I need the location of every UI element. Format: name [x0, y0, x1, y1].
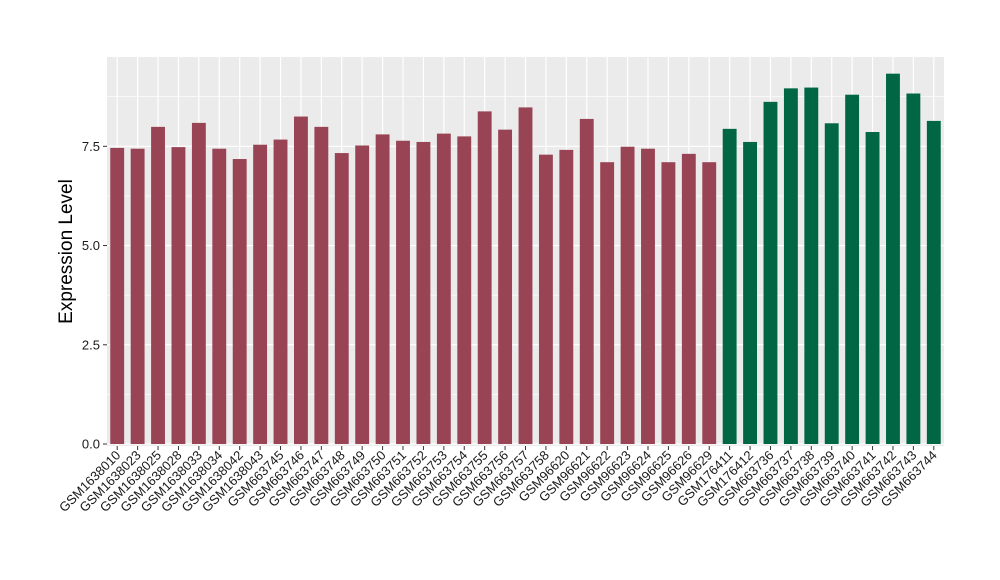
bar	[436, 133, 451, 445]
bar	[477, 111, 492, 445]
bar	[865, 132, 880, 445]
bar	[396, 140, 410, 445]
y-axis-title: Expression Level	[56, 179, 77, 324]
bar	[906, 93, 921, 445]
bars	[110, 73, 941, 445]
bar	[763, 101, 778, 445]
bar	[559, 149, 574, 445]
bar	[314, 126, 329, 445]
bar	[191, 122, 206, 445]
bar	[641, 148, 655, 445]
y-tick-label: 7.5	[82, 139, 100, 154]
bar	[804, 87, 819, 445]
bar	[722, 128, 737, 445]
y-tick-label: 0.0	[82, 437, 100, 452]
bar	[926, 120, 941, 445]
bar	[661, 162, 676, 445]
bar	[600, 162, 615, 445]
bar	[783, 88, 798, 445]
x-axis: GSM1638010GSM1638023GSM1638025GSM1638028…	[56, 446, 940, 515]
bar	[334, 153, 349, 445]
bar	[416, 141, 431, 445]
bar	[845, 94, 860, 445]
bar	[375, 134, 390, 445]
y-tick-label: 2.5	[82, 337, 100, 352]
bar	[824, 123, 839, 445]
bar	[110, 147, 125, 445]
bar	[743, 141, 758, 445]
bar	[579, 118, 594, 445]
y-axis: 0.0 2.5 5.0 7.5	[82, 139, 107, 452]
y-tick-label: 5.0	[82, 238, 100, 253]
bar	[498, 129, 513, 445]
bar	[293, 116, 308, 445]
bar	[518, 107, 533, 445]
bar	[151, 126, 165, 445]
bar	[253, 144, 268, 445]
bar	[886, 73, 900, 445]
bar	[273, 139, 288, 445]
bar	[212, 148, 227, 445]
bar	[620, 146, 635, 445]
bar	[702, 162, 717, 445]
bar	[171, 147, 186, 445]
bar	[681, 153, 696, 445]
bar	[130, 148, 145, 445]
bar	[232, 159, 247, 445]
bar	[538, 154, 553, 445]
bar	[457, 136, 472, 445]
bar	[355, 145, 370, 445]
